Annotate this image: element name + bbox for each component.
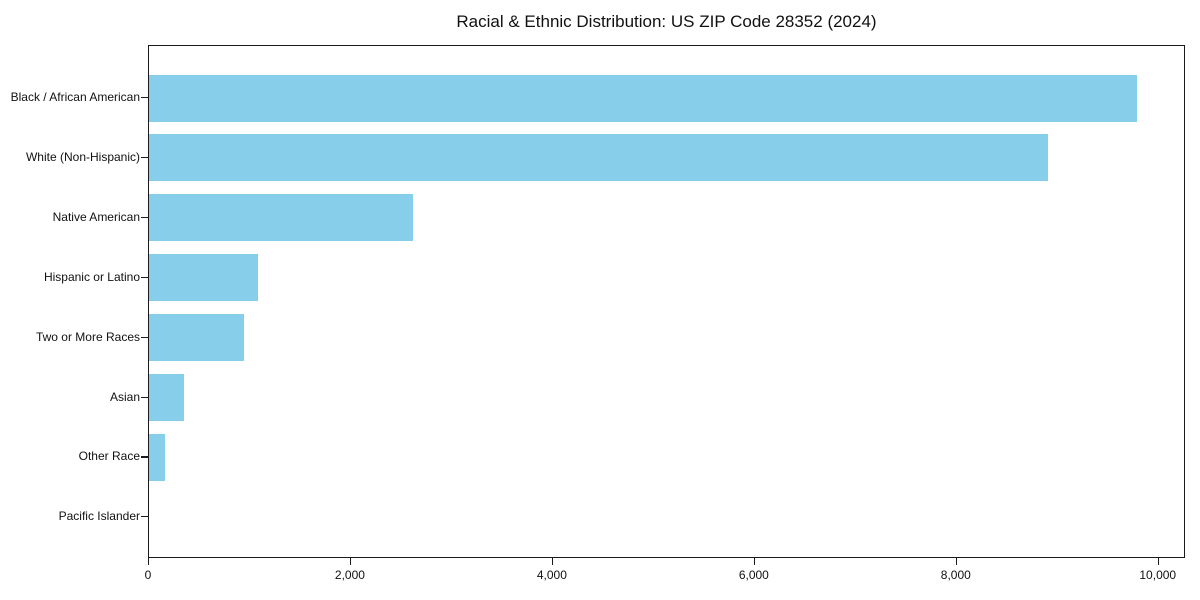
x-tick-label: 2,000 (334, 568, 365, 582)
y-tick-mark (141, 456, 148, 458)
y-tick-mark (141, 156, 148, 159)
y-axis-label: Two or More Races (35, 329, 140, 344)
y-tick-mark (141, 396, 148, 398)
y-tick-mark (141, 336, 148, 338)
y-axis-label: White (Non-Hispanic) (25, 149, 140, 164)
bar-asian (149, 374, 185, 421)
y-axis-label: Black / African American (10, 90, 140, 104)
x-tick-mark (753, 558, 756, 565)
y-axis-label: Other Race (78, 449, 140, 464)
bar-two-or-more-races (149, 314, 244, 362)
bar-white-non-hispanic (149, 134, 1048, 182)
x-tick-label: 6,000 (738, 568, 769, 582)
y-tick-mark (141, 216, 148, 218)
bar-other-race (149, 433, 166, 481)
plot-area (148, 45, 1185, 558)
y-axis-label: Pacific Islander (58, 509, 140, 524)
x-tick-mark (955, 558, 957, 565)
y-axis-label: Asian (109, 389, 140, 404)
x-tick-mark (349, 558, 352, 565)
bar-native-american (149, 194, 413, 242)
bar-hispanic-or-latino (149, 254, 259, 302)
y-tick-mark (141, 97, 148, 99)
y-axis-label: Hispanic or Latino (43, 269, 140, 284)
x-tick-label: 8,000 (940, 568, 971, 582)
x-tick-label: 4,000 (536, 568, 567, 582)
bar-black-african-american (149, 74, 1137, 122)
chart-title: Racial & Ethnic Distribution: US ZIP Cod… (456, 12, 877, 31)
y-axis-label: Native American (52, 209, 140, 224)
y-tick-mark (141, 276, 148, 278)
x-tick-label: 10,000 (1139, 568, 1177, 582)
x-tick-label: 0 (144, 568, 152, 582)
x-tick-mark (551, 558, 554, 565)
x-tick-mark (1157, 558, 1159, 565)
y-tick-mark (141, 516, 148, 518)
x-tick-mark (148, 558, 150, 565)
